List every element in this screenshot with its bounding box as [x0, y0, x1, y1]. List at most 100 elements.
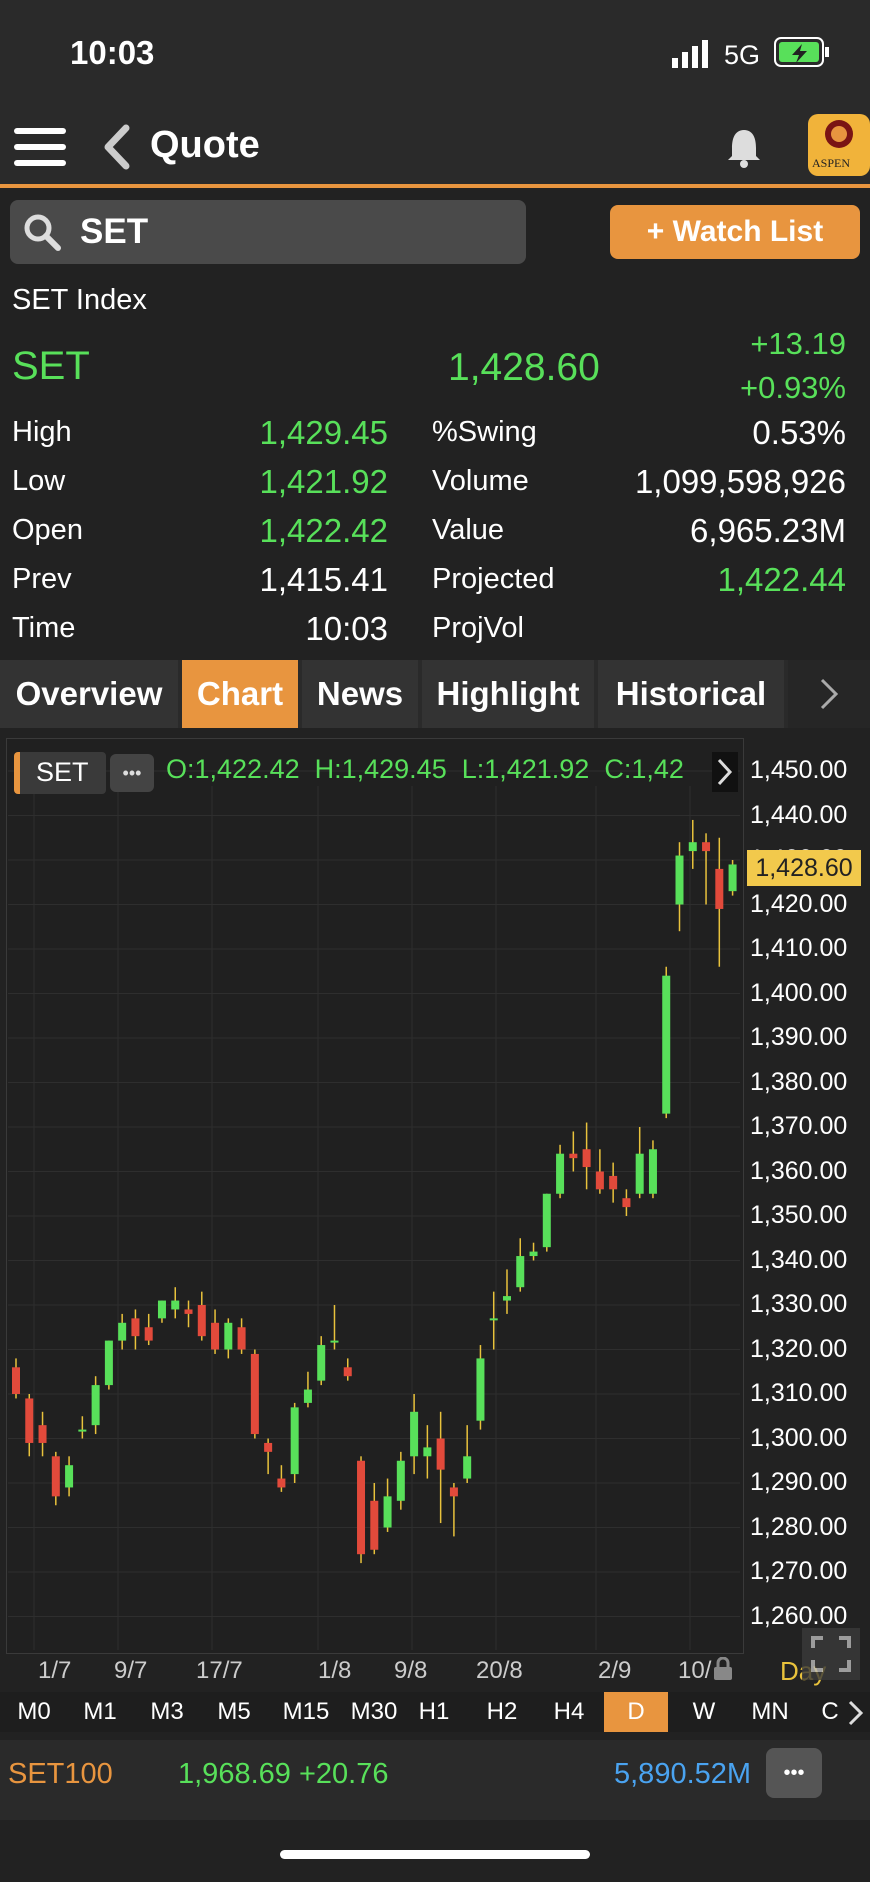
- quote-tabs: Overview Chart News Highlight Historical: [0, 660, 870, 728]
- price-change: +13.19: [750, 326, 846, 361]
- stat-label: %Swing: [432, 416, 537, 448]
- fullscreen-icon[interactable]: [802, 1628, 860, 1680]
- ticker-more-button[interactable]: •••: [766, 1748, 822, 1798]
- y-axis-tick-label: 1,290.00: [750, 1468, 848, 1496]
- tab-overview[interactable]: Overview: [0, 660, 178, 728]
- stat-row: %Swing 0.53%: [432, 414, 846, 465]
- stat-label: Projected: [432, 563, 555, 595]
- candle: [516, 1238, 525, 1292]
- candle: [317, 1336, 326, 1386]
- candle: [65, 1456, 74, 1497]
- candlestick-chart[interactable]: [0, 736, 870, 1696]
- tab-historical[interactable]: Historical: [598, 660, 784, 728]
- candle: [144, 1313, 153, 1346]
- stat-row: Open 1,422.42: [12, 512, 388, 563]
- tab-chart[interactable]: Chart: [182, 660, 298, 728]
- tabs-scroll-right[interactable]: [788, 660, 870, 728]
- stat-row: High 1,429.45: [12, 414, 388, 465]
- search-input[interactable]: SET: [10, 200, 526, 264]
- chart-symbol-chip[interactable]: SET: [14, 752, 106, 794]
- candle: [184, 1300, 193, 1328]
- price-change-percent: +0.93%: [739, 370, 846, 405]
- candle: [264, 1438, 273, 1475]
- home-indicator: [280, 1850, 590, 1859]
- x-axis-tick-label: 1/8: [318, 1657, 352, 1684]
- candle: [463, 1425, 472, 1483]
- candle: [171, 1287, 180, 1319]
- timeframe-m15[interactable]: M15: [282, 1698, 330, 1725]
- y-axis-tick-label: 1,320.00: [750, 1334, 848, 1363]
- bell-icon[interactable]: [726, 126, 762, 173]
- stat-value: 1,429.45: [259, 414, 388, 451]
- timeframe-h4[interactable]: H4: [553, 1698, 585, 1725]
- page-title: Quote: [150, 124, 260, 166]
- timeframe-m0[interactable]: M0: [17, 1698, 51, 1725]
- timeframe-w[interactable]: W: [692, 1698, 716, 1725]
- battery-icon: [774, 36, 832, 75]
- stat-value: 1,415.41: [259, 561, 388, 598]
- candle: [609, 1162, 618, 1203]
- y-axis-tick-label: 1,390.00: [750, 1023, 848, 1051]
- stat-value: 1,422.42: [259, 512, 388, 549]
- network-label: 5G: [724, 40, 761, 70]
- stat-row: Projected 1,422.44: [432, 561, 846, 612]
- stat-label: High: [12, 416, 72, 448]
- ohlc-scroll-right[interactable]: [712, 752, 738, 792]
- tab-news[interactable]: News: [302, 660, 418, 728]
- candle: [728, 860, 737, 896]
- candle: [662, 966, 671, 1119]
- candle: [423, 1425, 432, 1479]
- menu-icon[interactable]: [14, 126, 66, 173]
- back-chevron-icon[interactable]: [100, 124, 130, 175]
- candle: [529, 1242, 538, 1261]
- y-axis-tick-label: 1,310.00: [750, 1379, 848, 1407]
- candle: [131, 1309, 140, 1350]
- y-axis-tick-label: 1,360.00: [750, 1156, 848, 1185]
- timeframe-mn[interactable]: MN: [751, 1698, 789, 1725]
- timeframe-m5[interactable]: M5: [217, 1698, 251, 1725]
- ticker-value: 5,890.52M: [614, 1758, 752, 1790]
- candle: [635, 1127, 644, 1199]
- candle: [224, 1318, 233, 1359]
- add-watch-list-button[interactable]: + Watch List: [610, 205, 860, 259]
- candle: [396, 1451, 405, 1510]
- candle: [675, 842, 684, 932]
- x-axis-tick-label: 9/8: [394, 1657, 428, 1684]
- candle: [357, 1456, 366, 1564]
- y-axis-tick-label: 1,260.00: [750, 1601, 848, 1630]
- candle: [436, 1411, 445, 1524]
- timeframe-h2[interactable]: H2: [486, 1698, 518, 1725]
- candle: [702, 833, 711, 905]
- signal-icon: [672, 40, 712, 73]
- status-bar: 10:03 5G: [0, 0, 870, 110]
- y-axis-tick-label: 1,280.00: [750, 1512, 848, 1541]
- candle: [476, 1345, 485, 1430]
- y-axis-tick-label: 1,340.00: [750, 1245, 848, 1274]
- candle: [38, 1411, 47, 1457]
- candle: [370, 1483, 379, 1555]
- tab-highlight[interactable]: Highlight: [422, 660, 594, 728]
- candle: [648, 1140, 657, 1199]
- search-value: SET: [80, 212, 149, 251]
- y-axis-tick-label: 1,410.00: [750, 934, 848, 962]
- chart-symbol-label: SET: [36, 757, 89, 787]
- stat-label: Low: [12, 465, 66, 497]
- timeframe-m1[interactable]: M1: [83, 1698, 117, 1725]
- timeframe-m3[interactable]: M3: [150, 1698, 184, 1725]
- aspen-logo-text: ASPEN: [812, 156, 851, 170]
- stat-row: Time 10:03: [12, 610, 388, 661]
- index-ticker[interactable]: SET100 1,968.69 +20.76 5,890.52M •••: [0, 1740, 870, 1820]
- timeframe-m30[interactable]: M30: [350, 1698, 398, 1725]
- quote-stats-left: High 1,429.45 Low 1,421.92 Open 1,422.42 Pr…: [12, 414, 388, 661]
- candle: [51, 1451, 60, 1506]
- x-axis-tick-label: 10/: [678, 1657, 712, 1684]
- timeframe-h1[interactable]: H1: [418, 1698, 450, 1725]
- y-axis-tick-label: 1,420.00: [750, 889, 848, 918]
- chart-more-button[interactable]: •••: [110, 754, 154, 792]
- candle: [489, 1291, 498, 1350]
- timeframe-d[interactable]: D: [604, 1692, 668, 1732]
- timeframe-c[interactable]: C: [821, 1698, 839, 1725]
- stat-label: Value: [432, 514, 505, 546]
- candle: [595, 1149, 604, 1194]
- timeframe-scroll-right[interactable]: [846, 1700, 866, 1731]
